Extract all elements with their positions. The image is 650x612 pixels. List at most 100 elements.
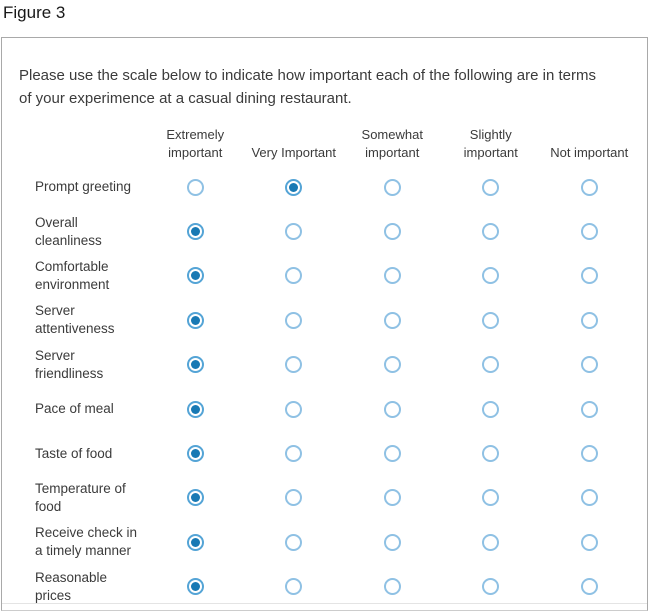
radio-cell (245, 165, 344, 209)
radio-r5-c3[interactable] (383, 356, 401, 374)
radio-cell (540, 565, 639, 609)
radio-cell (343, 165, 442, 209)
radio-cell (442, 431, 541, 475)
radio-r10-c4[interactable] (482, 578, 500, 596)
radio-r3-c2[interactable] (285, 267, 303, 285)
radio-r10-c2[interactable] (285, 578, 303, 596)
radio-r6-c3[interactable] (383, 400, 401, 418)
radio-dot (190, 493, 200, 503)
radio-cell (442, 165, 541, 209)
radio-r10-c5[interactable] (580, 578, 598, 596)
row-label: Reasonable prices (35, 569, 108, 603)
radio-r2-c3[interactable] (383, 223, 401, 241)
radio-r1-c4[interactable] (482, 178, 500, 196)
radio-r9-c3[interactable] (383, 533, 401, 551)
radio-cell (146, 565, 245, 609)
radio-r10-c3[interactable] (383, 578, 401, 596)
radio-cell (245, 209, 344, 253)
radio-dot (190, 271, 200, 281)
radio-r9-c2[interactable] (285, 533, 303, 551)
radio-r5-c2[interactable] (285, 356, 303, 374)
radio-dot (289, 182, 299, 192)
radio-dot (190, 404, 200, 414)
radio-cell (343, 298, 442, 342)
radio-r3-c5[interactable] (580, 267, 598, 285)
radio-r6-c1[interactable] (186, 400, 204, 418)
row-label: Comfortable environment (35, 258, 110, 292)
radio-cell (540, 209, 639, 253)
radio-r4-c2[interactable] (285, 311, 303, 329)
radio-r8-c1[interactable] (186, 489, 204, 507)
radio-cell (146, 520, 245, 564)
radio-cell (146, 387, 245, 431)
radio-r5-c1[interactable] (186, 356, 204, 374)
header-spacer (35, 126, 146, 161)
radio-cell (245, 520, 344, 564)
radio-r4-c3[interactable] (383, 311, 401, 329)
radio-r6-c2[interactable] (285, 400, 303, 418)
radio-r2-c1[interactable] (186, 223, 204, 241)
radio-r10-c1[interactable] (186, 578, 204, 596)
radio-cell (343, 476, 442, 520)
radio-r4-c1[interactable] (186, 311, 204, 329)
radio-r9-c5[interactable] (580, 533, 598, 551)
radio-cell (146, 298, 245, 342)
radio-r6-c5[interactable] (580, 400, 598, 418)
radio-dot (190, 449, 200, 459)
radio-r3-c1[interactable] (186, 267, 204, 285)
radio-cell (442, 565, 541, 609)
radio-cell (442, 343, 541, 387)
radio-r6-c4[interactable] (482, 400, 500, 418)
radio-r2-c2[interactable] (285, 223, 303, 241)
radio-r8-c3[interactable] (383, 489, 401, 507)
radio-cell (540, 431, 639, 475)
radio-cell (442, 209, 541, 253)
radio-r1-c3[interactable] (383, 178, 401, 196)
radio-r1-c5[interactable] (580, 178, 598, 196)
radio-cell (245, 387, 344, 431)
radio-r8-c2[interactable] (285, 489, 303, 507)
radio-cell (343, 387, 442, 431)
radio-cell (146, 254, 245, 298)
radio-r5-c4[interactable] (482, 356, 500, 374)
radio-r7-c1[interactable] (186, 445, 204, 463)
radio-cell (540, 476, 639, 520)
radio-cell (245, 565, 344, 609)
radio-cell (343, 209, 442, 253)
row-label: Overall cleanliness (35, 214, 102, 248)
radio-r5-c5[interactable] (580, 356, 598, 374)
radio-r9-c4[interactable] (482, 533, 500, 551)
radio-r8-c5[interactable] (580, 489, 598, 507)
radio-cell (146, 476, 245, 520)
radio-r1-c1[interactable] (186, 178, 204, 196)
radio-r7-c4[interactable] (482, 445, 500, 463)
radio-r3-c4[interactable] (482, 267, 500, 285)
radio-r7-c2[interactable] (285, 445, 303, 463)
radio-r4-c5[interactable] (580, 311, 598, 329)
radio-r8-c4[interactable] (482, 489, 500, 507)
radio-r7-c3[interactable] (383, 445, 401, 463)
radio-cell (442, 520, 541, 564)
radio-r3-c3[interactable] (383, 267, 401, 285)
radio-r9-c1[interactable] (186, 533, 204, 551)
radio-r2-c5[interactable] (580, 223, 598, 241)
radio-cell (540, 298, 639, 342)
radio-cell (245, 476, 344, 520)
radio-cell (245, 431, 344, 475)
radio-dot (190, 315, 200, 325)
column-header-3: Somewhat important (361, 127, 423, 160)
radio-r1-c2[interactable] (285, 178, 303, 196)
question-text: Please use the scale below to indicate h… (19, 67, 596, 107)
divider-line (2, 603, 647, 604)
radio-cell (442, 254, 541, 298)
radio-r4-c4[interactable] (482, 311, 500, 329)
radio-cell (442, 387, 541, 431)
radio-dot (190, 582, 200, 592)
radio-cell (343, 343, 442, 387)
radio-r2-c4[interactable] (482, 223, 500, 241)
radio-cell (540, 165, 639, 209)
radio-cell (442, 298, 541, 342)
radio-r7-c5[interactable] (580, 445, 598, 463)
row-label: Server friendliness (35, 347, 104, 381)
